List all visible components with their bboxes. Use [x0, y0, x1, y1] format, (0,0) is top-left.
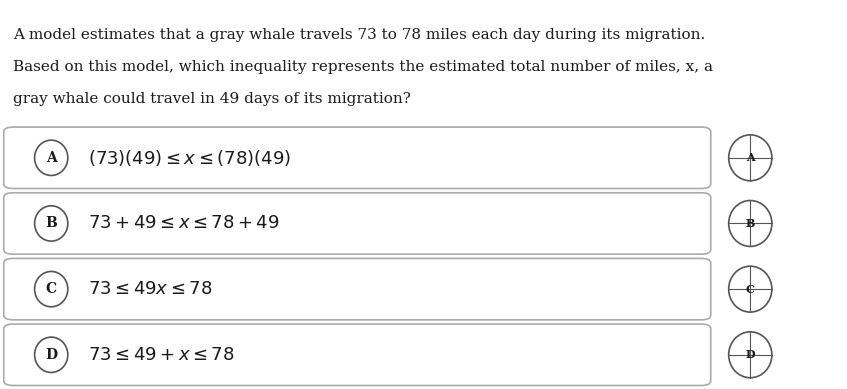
Ellipse shape [728, 332, 772, 378]
Text: C: C [746, 284, 755, 294]
Text: A: A [746, 152, 755, 163]
Text: $73 \leq 49x \leq 78$: $73 \leq 49x \leq 78$ [88, 280, 213, 298]
FancyBboxPatch shape [3, 258, 711, 320]
Text: gray whale could travel in 49 days of its migration?: gray whale could travel in 49 days of it… [14, 92, 411, 106]
Text: B: B [46, 216, 57, 230]
FancyBboxPatch shape [3, 324, 711, 385]
Text: $73 \leq 49 + x \leq 78$: $73 \leq 49 + x \leq 78$ [88, 346, 235, 364]
Text: B: B [745, 218, 755, 229]
Text: D: D [45, 348, 58, 362]
Text: $73 + 49 \leq x \leq 78 + 49$: $73 + 49 \leq x \leq 78 + 49$ [88, 214, 280, 233]
Ellipse shape [728, 135, 772, 181]
Text: $(73)(49) \leq x \leq (78)(49)$: $(73)(49) \leq x \leq (78)(49)$ [88, 148, 291, 168]
Text: D: D [745, 349, 755, 360]
Ellipse shape [35, 206, 68, 241]
FancyBboxPatch shape [3, 127, 711, 189]
Ellipse shape [35, 140, 68, 175]
Text: A: A [46, 151, 57, 165]
Ellipse shape [728, 200, 772, 246]
Ellipse shape [728, 266, 772, 312]
Text: C: C [46, 282, 57, 296]
Text: Based on this model, which inequality represents the estimated total number of m: Based on this model, which inequality re… [14, 60, 713, 74]
FancyBboxPatch shape [3, 193, 711, 254]
Ellipse shape [35, 337, 68, 372]
Ellipse shape [35, 272, 68, 307]
Text: A model estimates that a gray whale travels 73 to 78 miles each day during its m: A model estimates that a gray whale trav… [14, 28, 706, 42]
